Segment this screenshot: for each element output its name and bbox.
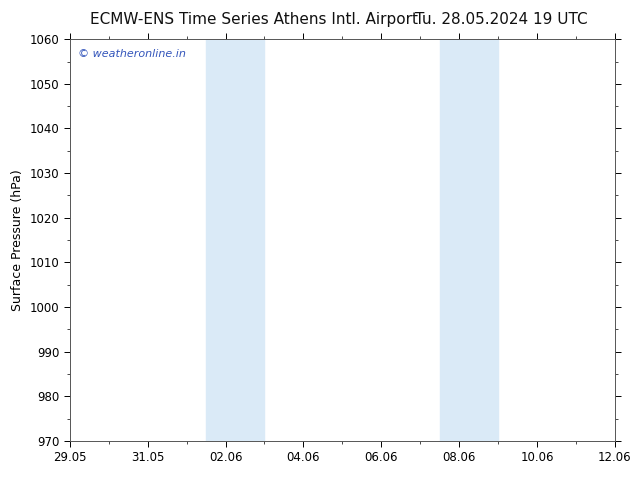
Y-axis label: Surface Pressure (hPa): Surface Pressure (hPa) (11, 169, 24, 311)
Text: Tu. 28.05.2024 19 UTC: Tu. 28.05.2024 19 UTC (415, 12, 587, 27)
Text: © weatheronline.in: © weatheronline.in (78, 49, 186, 59)
Bar (206, 39, 264, 441)
Text: ECMW-ENS Time Series Athens Intl. Airport: ECMW-ENS Time Series Athens Intl. Airpor… (89, 12, 418, 27)
Bar (440, 39, 498, 441)
